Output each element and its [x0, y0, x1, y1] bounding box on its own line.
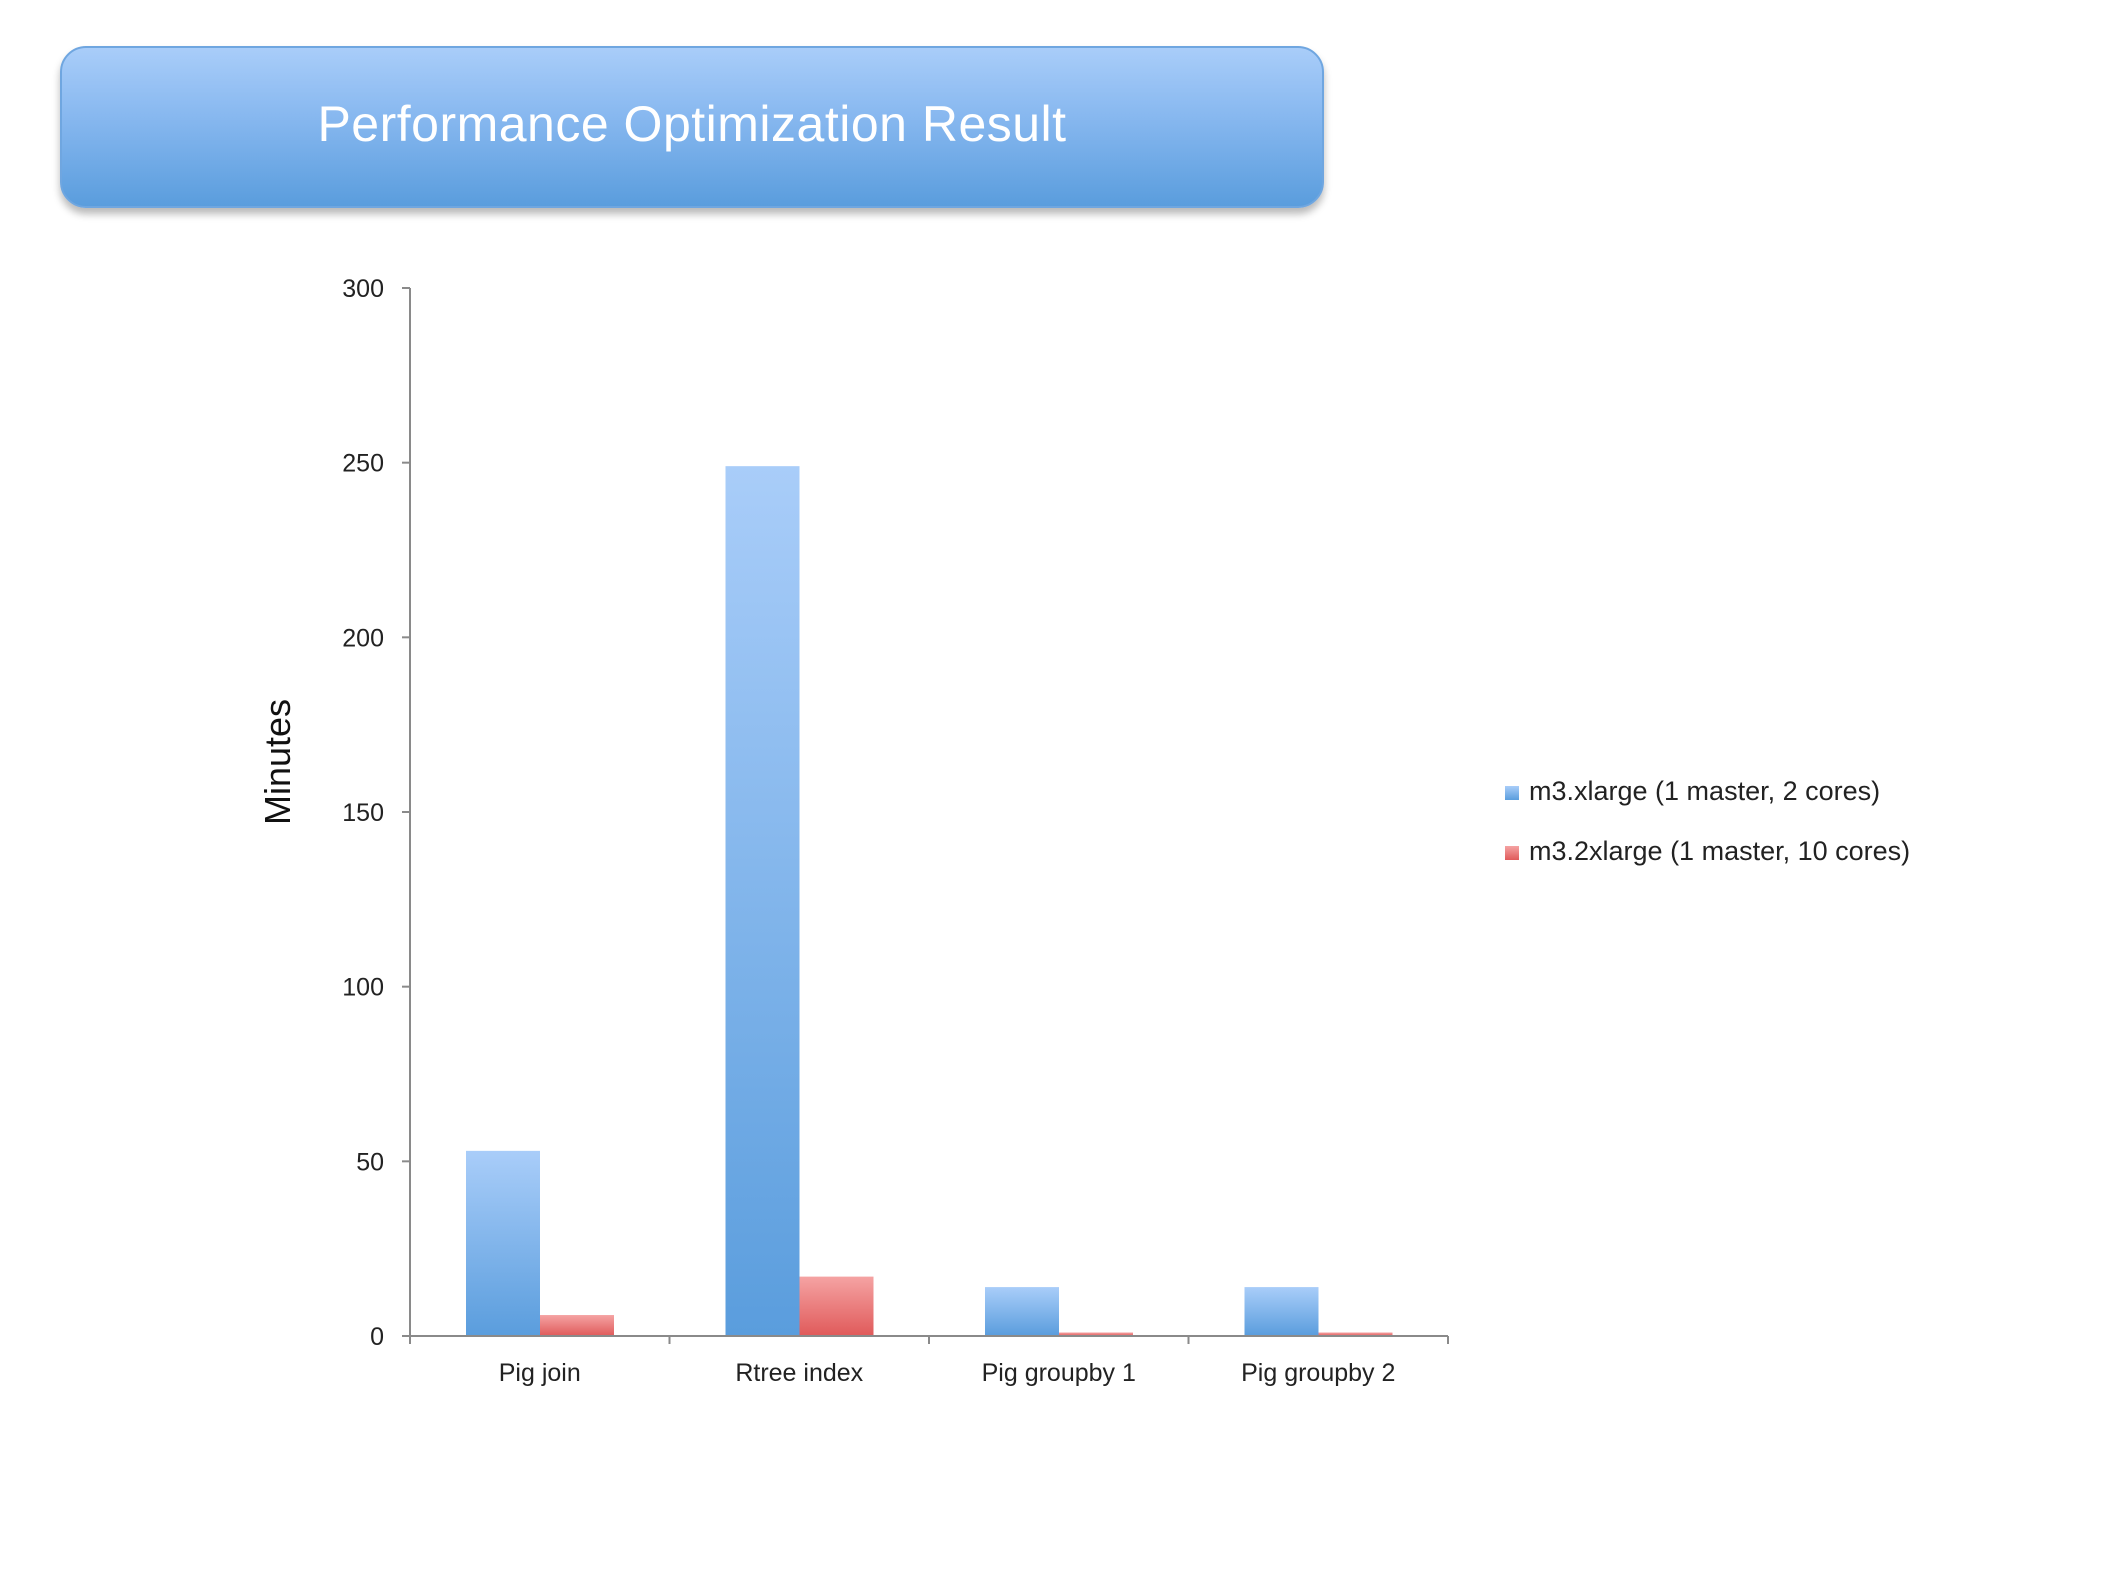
y-tick-label: 50	[356, 1148, 384, 1176]
y-tick-label: 200	[342, 624, 384, 652]
y-axis-title: Minutes	[257, 699, 298, 825]
x-tick-label: Pig groupby 2	[1241, 1359, 1395, 1387]
bar-pig-groupby-2-series-2	[1318, 1332, 1393, 1336]
bar-pig-groupby-2-series-1	[1244, 1287, 1319, 1336]
axes-layer: 0 50 100 150 200 250 300 Pig join Rtree index Pig…	[257, 275, 1449, 1387]
legend-label: m3.2xlarge (1 master, 10 cores)	[1529, 836, 1910, 866]
bars-layer	[466, 466, 1393, 1336]
bar-rtree-index-series-1	[725, 466, 800, 1336]
bar-rtree-index-series-2	[799, 1276, 874, 1336]
bar-pig-groupby-1-series-1	[985, 1287, 1059, 1336]
y-tick-label: 0	[370, 1323, 384, 1351]
legend: m3.xlarge (1 master, 2 cores) m3.2xlarge …	[1505, 776, 1910, 866]
x-tick-label: Rtree index	[735, 1359, 863, 1387]
chart-title-banner: Performance Optimization Result	[60, 46, 1324, 208]
x-tick-label: Pig groupby 1	[982, 1359, 1136, 1387]
y-tick-label: 100	[342, 974, 384, 1002]
bar-pig-groupby-1-series-2	[1059, 1332, 1133, 1336]
y-tick-label: 150	[342, 799, 384, 827]
x-tick-label: Pig join	[499, 1359, 581, 1387]
legend-swatch	[1505, 846, 1519, 860]
y-tick-label: 300	[342, 275, 384, 303]
legend-label: m3.xlarge (1 master, 2 cores)	[1529, 776, 1880, 806]
y-tick-label: 250	[342, 450, 384, 478]
bar-pig-join-series-1	[466, 1150, 540, 1336]
bar-pig-join-series-2	[540, 1315, 614, 1336]
chart-title: Performance Optimization Result	[317, 96, 1067, 152]
legend-swatch	[1505, 786, 1519, 800]
